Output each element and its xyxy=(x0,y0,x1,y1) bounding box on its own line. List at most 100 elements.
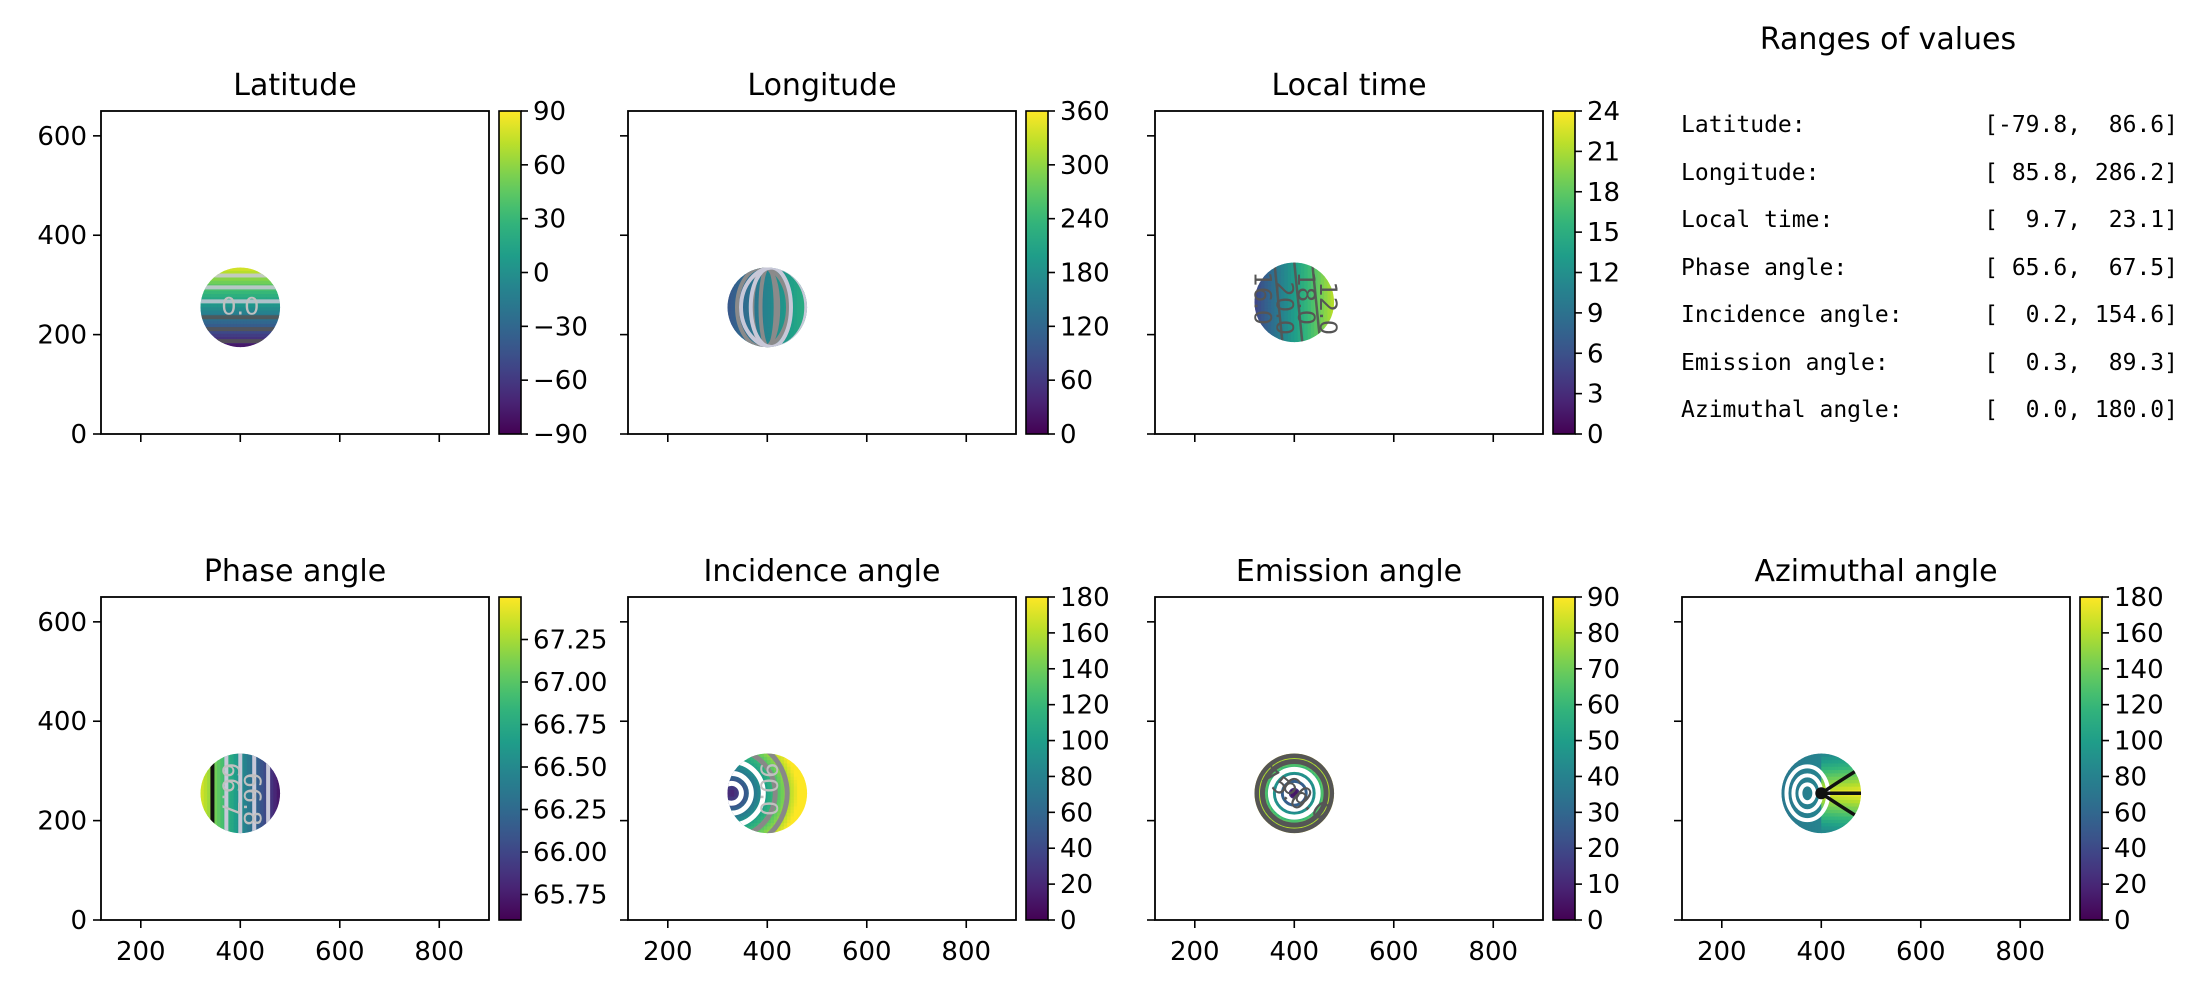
disk-pixel xyxy=(217,760,221,765)
disk-pixel xyxy=(1837,826,1842,831)
disk-pixel xyxy=(1271,308,1275,313)
disk-pixel xyxy=(783,819,788,824)
disk-pixel xyxy=(1314,753,1319,758)
disk-pixel xyxy=(730,343,735,348)
disk-pixel xyxy=(256,760,261,765)
disk-pixel xyxy=(777,826,782,831)
disk-pixel xyxy=(1310,299,1315,303)
colorbar-tick-label: 66.75 xyxy=(533,711,607,741)
disk-pixel xyxy=(273,343,278,348)
disk-pixel xyxy=(793,829,798,834)
disk-pixel xyxy=(767,274,772,279)
disk-pixel xyxy=(260,780,265,784)
disk-pixel xyxy=(1304,292,1309,297)
disk-pixel xyxy=(790,793,795,798)
disk-pixel xyxy=(236,307,241,312)
disk-pixel xyxy=(797,823,802,828)
disk-pixel xyxy=(1804,793,1809,798)
disk-pixel xyxy=(250,270,255,275)
disk-pixel xyxy=(220,829,225,834)
disk-pixel xyxy=(1814,809,1819,814)
disk-pixel xyxy=(800,803,805,808)
disk-pixel xyxy=(1317,295,1322,300)
disk-pixel xyxy=(803,773,808,778)
disk-pixel xyxy=(1287,279,1292,284)
disk-pixel xyxy=(270,803,275,808)
colorbar-tick-label: 80 xyxy=(1587,619,1620,649)
disk-pixel xyxy=(246,783,251,788)
disk-pixel xyxy=(253,280,258,285)
disk-pixel xyxy=(203,816,208,821)
disk-pixel xyxy=(1320,760,1325,765)
disk-pixel xyxy=(730,297,735,302)
disk-pixel xyxy=(747,760,752,765)
disk-pixel xyxy=(270,756,275,761)
disk-pixel xyxy=(797,813,802,818)
disk-pixel xyxy=(1851,816,1856,821)
disk-pixel xyxy=(797,816,802,821)
axes-frame xyxy=(100,110,490,435)
panel-title: Local time xyxy=(1271,68,1426,103)
disk-pixel xyxy=(780,290,785,295)
disk-pixel xyxy=(1327,269,1332,274)
disk-pixel xyxy=(730,307,735,312)
disk-pixel xyxy=(263,330,268,335)
disk-pixel xyxy=(217,763,221,768)
disk-pixel xyxy=(227,826,231,831)
disk-pixel xyxy=(1317,318,1322,323)
disk-pixel xyxy=(1264,292,1269,297)
disk-pixel xyxy=(266,760,271,765)
disk-pixel xyxy=(213,277,218,282)
disk-pixel xyxy=(1307,318,1312,323)
disk-pixel xyxy=(744,290,748,295)
disk-pixel xyxy=(1300,302,1305,307)
disk-pixel xyxy=(203,274,208,279)
disk-pixel xyxy=(1320,299,1325,303)
disk-pixel xyxy=(787,809,792,814)
disk-pixel xyxy=(256,789,261,794)
disk-pixel xyxy=(1847,753,1852,758)
disk-pixel xyxy=(763,770,768,774)
disk-pixel xyxy=(1287,308,1292,313)
disk-pixel xyxy=(800,783,805,788)
colorbar-tick-label: 20 xyxy=(1060,870,1093,900)
disk-pixel xyxy=(273,783,278,788)
disk-pixel xyxy=(1817,816,1822,821)
disk-pixel xyxy=(1851,826,1856,831)
disk-pixel xyxy=(763,303,768,308)
disk-pixel xyxy=(1324,753,1329,758)
disk-pixel xyxy=(797,803,802,808)
disk-pixel xyxy=(1320,338,1325,343)
disk-pixel xyxy=(233,819,238,824)
disk-pixel xyxy=(1314,275,1319,280)
disk-pixel xyxy=(1264,793,1269,798)
disk-pixel xyxy=(1330,766,1335,771)
disk-pixel xyxy=(744,786,748,791)
disk-pixel xyxy=(233,780,238,784)
disk-pixel xyxy=(767,776,772,781)
y-tick-label: 0 xyxy=(70,420,87,450)
disk-pixel xyxy=(793,766,798,771)
disk-pixel xyxy=(250,267,255,272)
disk-pixel xyxy=(1254,302,1259,307)
colorbar xyxy=(499,597,521,920)
disk-pixel xyxy=(1327,302,1332,307)
disk-pixel xyxy=(210,280,215,285)
disk-pixel xyxy=(1854,753,1859,758)
disk-pixel xyxy=(1844,813,1849,818)
disk-pixel xyxy=(1841,813,1846,818)
colorbar-tick-label: 100 xyxy=(2114,727,2164,757)
disk-pixel xyxy=(210,829,215,834)
disk-pixel xyxy=(754,816,758,821)
disk-pixel xyxy=(1798,803,1802,808)
disk-pixel xyxy=(223,270,228,275)
disk-pixel xyxy=(787,330,792,335)
disk-pixel xyxy=(780,783,785,788)
disk-pixel xyxy=(1314,335,1319,340)
disk-pixel xyxy=(233,786,238,791)
disk-pixel xyxy=(1824,770,1829,774)
disk-pixel xyxy=(1310,789,1315,794)
disk-pixel xyxy=(787,823,792,828)
disk-pixel xyxy=(747,294,752,298)
